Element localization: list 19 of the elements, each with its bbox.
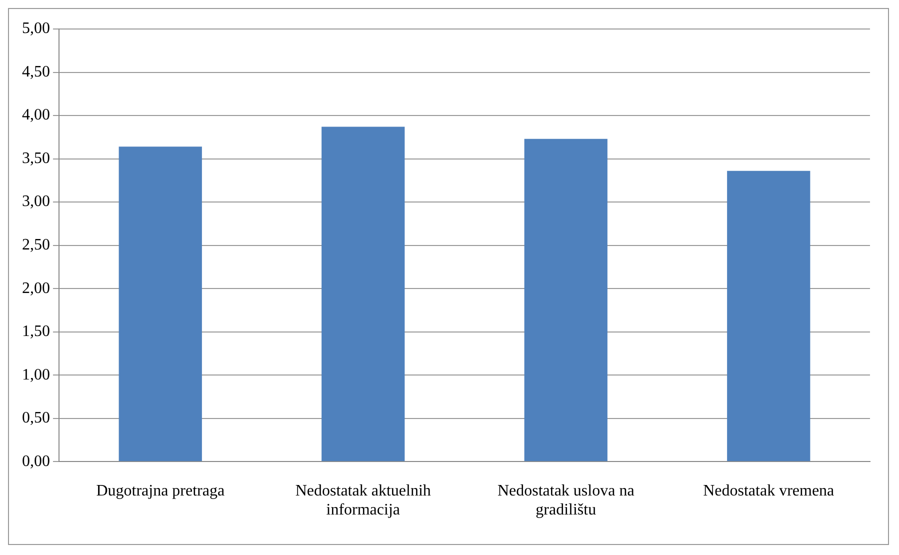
y-tick-label: 1,50	[22, 323, 50, 340]
x-tick-label: Nedostatak uslova na gradilištu	[497, 482, 634, 519]
x-tick-label: Nedostatak aktuelnih informacija	[295, 482, 431, 519]
bar	[727, 170, 810, 462]
y-tick-label: 4,00	[22, 106, 50, 124]
bar	[118, 146, 202, 462]
y-tick-label: 1,00	[22, 366, 50, 384]
y-tick-label: 2,50	[22, 236, 50, 254]
y-tick-label: 2,00	[22, 280, 50, 297]
bar	[322, 126, 405, 462]
x-tick-label: Dugotrajna pretraga	[96, 482, 225, 500]
bar	[524, 138, 608, 462]
y-tick-label: 3,50	[22, 150, 50, 167]
y-tick-label: 5,00	[22, 20, 50, 38]
y-tick-label: 0,50	[22, 410, 50, 427]
y-tick-label: 0,00	[22, 452, 50, 470]
y-tick-label: 3,00	[22, 193, 50, 210]
y-tick-label: 4,50	[22, 63, 50, 80]
x-tick-label: Nedostatak vremena	[703, 482, 834, 500]
